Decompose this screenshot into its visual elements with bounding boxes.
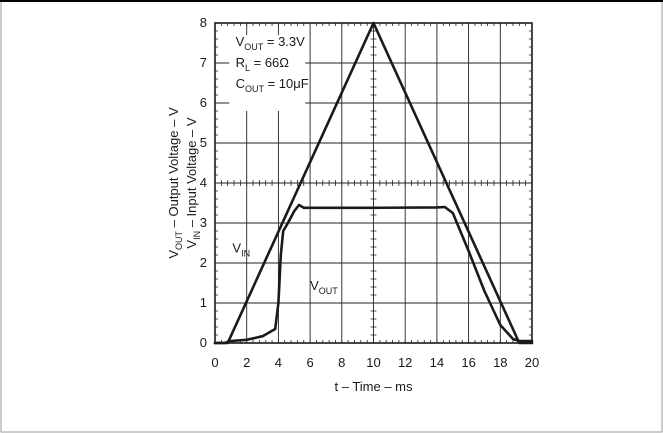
series-label: VIN bbox=[232, 241, 250, 259]
series-labels: VIN VOUT bbox=[232, 241, 338, 296]
x-tick-label: 0 bbox=[211, 355, 218, 370]
y-tick-label: 4 bbox=[200, 175, 207, 190]
y-axis-label-line: VIN – Input Voltage – V bbox=[184, 117, 202, 248]
annotation-block: VOUT = 3.3V RL = 66Ω COUT = 10μF bbox=[236, 34, 309, 94]
x-tick-label: 20 bbox=[525, 355, 539, 370]
series-line-vout bbox=[213, 203, 534, 345]
x-axis-label: t – Time – ms bbox=[334, 379, 413, 394]
y-axis-label-line: VOUT – Output Voltage – V bbox=[166, 107, 184, 259]
y-tick-labels: 0 1 2 3 4 5 6 7 8 bbox=[200, 15, 207, 350]
x-tick-label: 16 bbox=[461, 355, 475, 370]
x-tick-label: 8 bbox=[338, 355, 345, 370]
x-tick-label: 2 bbox=[243, 355, 250, 370]
y-tick-label: 5 bbox=[200, 135, 207, 150]
x-tick-label: 12 bbox=[398, 355, 412, 370]
y-tick-label: 8 bbox=[200, 15, 207, 30]
x-tick-label: 14 bbox=[430, 355, 444, 370]
annotation-backdrop bbox=[229, 35, 306, 111]
y-tick-label: 6 bbox=[200, 95, 207, 110]
x-tick-label: 10 bbox=[366, 355, 380, 370]
y-tick-label: 1 bbox=[200, 295, 207, 310]
x-tick-label: 4 bbox=[275, 355, 282, 370]
y-tick-label: 7 bbox=[200, 55, 207, 70]
annotation-line: COUT = 10μF bbox=[236, 76, 309, 94]
x-tick-label: 18 bbox=[493, 355, 507, 370]
x-tick-label: 6 bbox=[306, 355, 313, 370]
series-label: VOUT bbox=[310, 278, 338, 296]
y-tick-label: 0 bbox=[200, 335, 207, 350]
annotation-line: VOUT = 3.3V bbox=[236, 34, 306, 52]
y-tick-label: 3 bbox=[200, 215, 207, 230]
axis-ticks bbox=[215, 23, 532, 343]
y-tick-label: 2 bbox=[200, 255, 207, 270]
annotation-line: RL = 66Ω bbox=[236, 55, 290, 73]
x-tick-labels: 0 2 4 6 8 10 12 14 16 18 20 bbox=[211, 355, 539, 370]
series-layer bbox=[213, 21, 534, 345]
